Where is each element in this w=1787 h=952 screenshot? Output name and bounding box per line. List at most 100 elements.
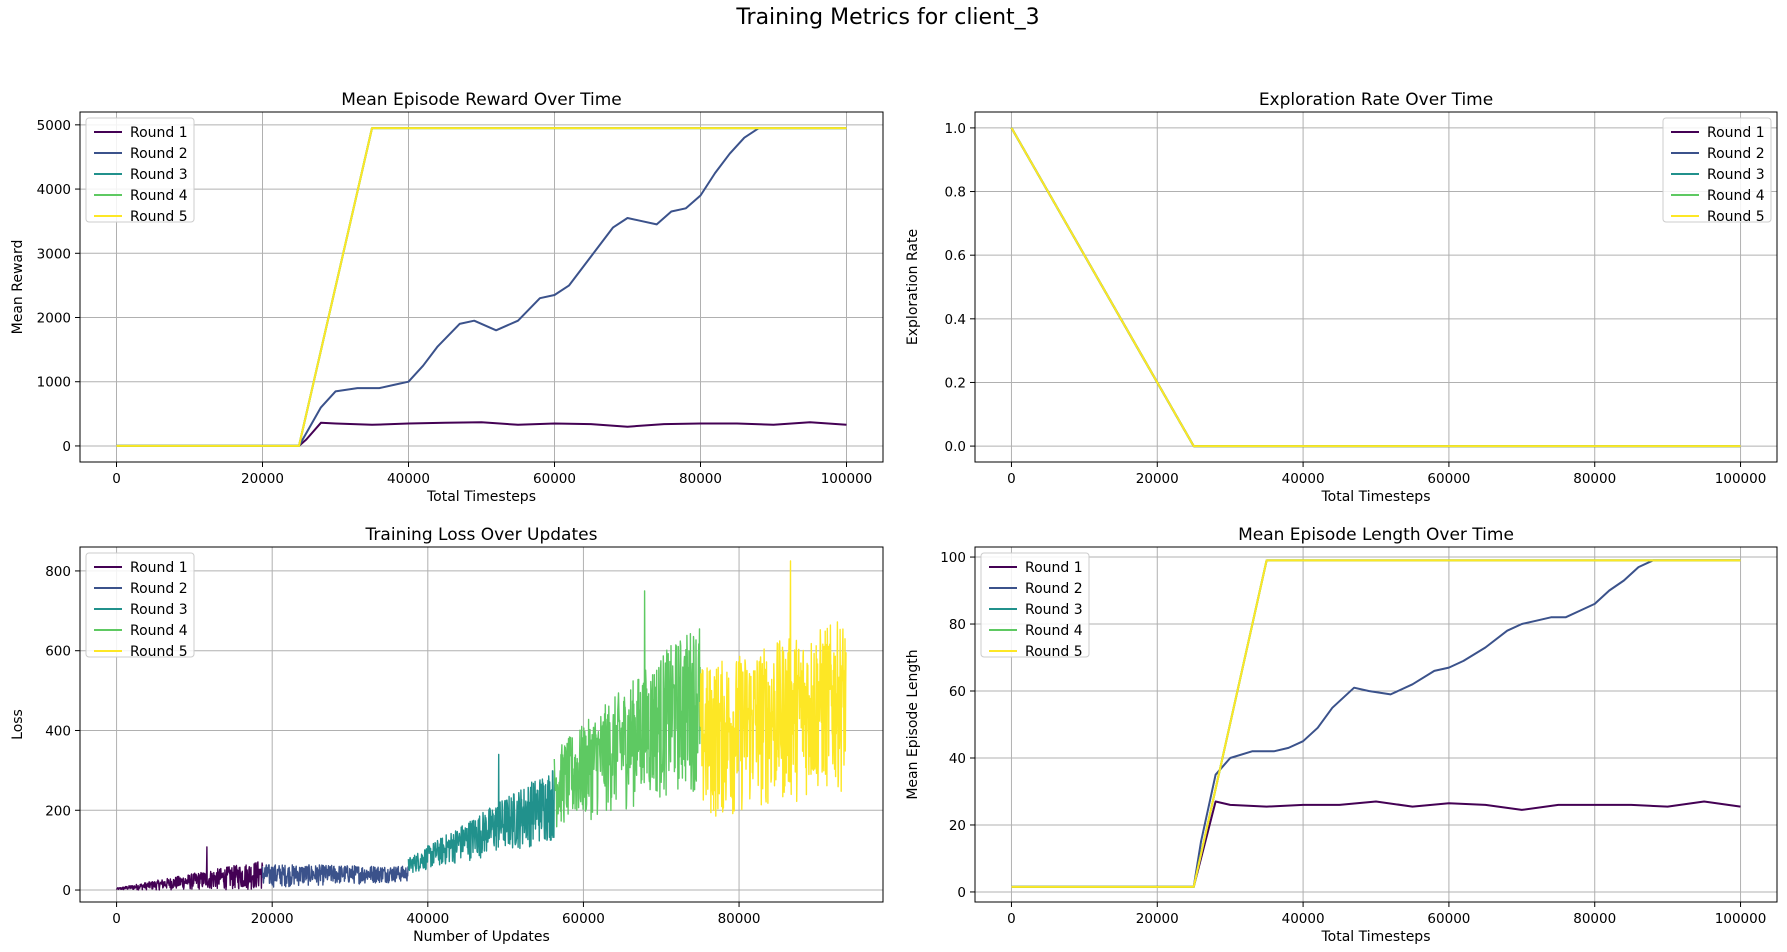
x-tick-label: 80000 [679,471,722,487]
axes-frame [974,546,1778,903]
x-tick-label: 0 [112,471,121,487]
y-axis-label: Exploration Rate [905,229,921,345]
y-tick-label: 0.6 [945,248,966,264]
legend-entry: Round 1 [1707,125,1765,141]
y-tick-label: 0.0 [945,439,966,455]
x-tick-label: 100000 [1715,471,1767,487]
axes-frame [974,111,1778,463]
x-tick-label: 60000 [533,471,576,487]
y-tick-label: 0.2 [945,375,966,391]
y-tick-label: 0 [957,885,966,901]
legend-entry: Round 1 [130,560,188,576]
series-line-round-5 [1010,127,1741,448]
plot-panel-2: 0 20000 40000 60000 80000 100000 0.0 0.2 0.4 0.6 0… [905,90,1778,505]
series-line-round-1 [115,846,264,891]
series-line-round-4 [553,590,701,828]
legend-entry: Round 4 [1707,188,1765,204]
x-tick-label: 20000 [251,911,294,927]
axes-frame [79,111,884,463]
legend-entry: Round 2 [130,146,188,162]
series-line-round-2 [1011,559,1741,888]
y-tick-label: 4000 [37,182,71,198]
legend-entry: Round 2 [1707,146,1765,162]
legend-entry: Round 2 [1025,581,1083,597]
series-line-round-5 [699,560,847,817]
y-tick-label: 40 [949,751,966,767]
series-line-round-2 [1010,127,1741,448]
plot-panel-4: 0 20000 40000 60000 80000 100000 0 20 40 60 80 100 M… [905,525,1778,945]
y-axis-label: Loss [10,709,26,740]
legend-entry: Round 5 [1025,644,1083,660]
plot-panel-3: 0 20000 40000 60000 80000 0 200 400 600 800 Traini… [10,525,884,945]
x-tick-label: 40000 [387,471,430,487]
series-line-round-3 [1011,559,1741,888]
x-tick-label: 40000 [1282,471,1325,487]
plot-title: Mean Episode Length Over Time [1238,525,1514,545]
x-tick-label: 80000 [1573,471,1616,487]
y-axis-label: Mean Reward [10,240,26,335]
legend-entry: Round 3 [1707,167,1765,183]
legend-entry: Round 5 [130,209,188,225]
series-line-round-2 [116,127,847,447]
x-axis-label: Total Timesteps [426,489,536,505]
series-line-round-5 [116,127,847,447]
legend-entry: Round 1 [130,125,188,141]
x-tick-label: 100000 [821,471,873,487]
series-line-round-3 [116,127,847,447]
series-line-round-4 [1011,559,1741,888]
legend: Round 1 Round 2 Round 3 Round 4 Round 5 [85,117,195,225]
x-tick-label: 80000 [1573,911,1616,927]
x-tick-label: 100000 [1715,911,1767,927]
y-tick-label: 5000 [37,118,71,134]
y-tick-label: 800 [45,564,71,580]
series-line-round-1 [116,421,847,447]
y-tick-label: 0 [62,439,71,455]
y-tick-label: 80 [949,617,966,633]
x-tick-label: 40000 [406,911,449,927]
series-line-round-3 [407,753,555,873]
legend-entry: Round 3 [130,167,188,183]
x-tick-label: 60000 [1427,471,1470,487]
y-tick-label: 0 [62,883,71,899]
x-axis-label: Number of Updates [413,929,550,945]
series-line-round-3 [1010,127,1741,448]
x-axis-label: Total Timesteps [1321,929,1431,945]
series-line-round-2 [261,864,410,888]
y-tick-label: 3000 [37,246,71,262]
y-axis-label: Mean Episode Length [905,649,921,799]
series-line-round-5 [1011,559,1741,888]
legend-entry: Round 5 [1707,209,1765,225]
legend-entry: Round 2 [130,581,188,597]
y-tick-label: 100 [940,550,966,566]
y-tick-label: 0.8 [945,185,966,201]
y-tick-label: 20 [949,818,966,834]
plot-title: Exploration Rate Over Time [1259,90,1493,110]
legend-entry: Round 3 [1025,602,1083,618]
legend-entry: Round 4 [130,188,188,204]
series-line-round-4 [1010,127,1741,448]
plot-title: Mean Episode Reward Over Time [341,90,622,110]
plot-panel-1: 0 20000 40000 60000 80000 100000 0 1000 2000 3000… [10,90,884,505]
figure-title: Training Metrics for client_3 [735,5,1039,30]
axes-frame [79,546,884,903]
y-tick-label: 1.0 [945,121,966,137]
y-tick-label: 2000 [37,311,71,327]
x-tick-label: 80000 [718,911,761,927]
x-tick-label: 20000 [1136,911,1179,927]
legend: Round 1 Round 2 Round 3 Round 4 Round 5 [85,552,195,660]
legend-entry: Round 1 [1025,560,1083,576]
x-tick-label: 0 [1007,911,1016,927]
legend: Round 1 Round 2 Round 3 Round 4 Round 5 [1662,117,1772,225]
legend-entry: Round 4 [130,623,188,639]
series-line-round-1 [1010,127,1741,448]
y-tick-label: 600 [45,644,71,660]
legend: Round 1 Round 2 Round 3 Round 4 Round 5 [980,552,1090,660]
x-tick-label: 60000 [1427,911,1470,927]
x-axis-label: Total Timesteps [1321,489,1431,505]
y-tick-label: 0.4 [945,312,966,328]
x-tick-label: 20000 [1136,471,1179,487]
plot-title: Training Loss Over Updates [365,525,598,545]
series-line-round-1 [1011,800,1741,888]
y-tick-label: 60 [949,684,966,700]
